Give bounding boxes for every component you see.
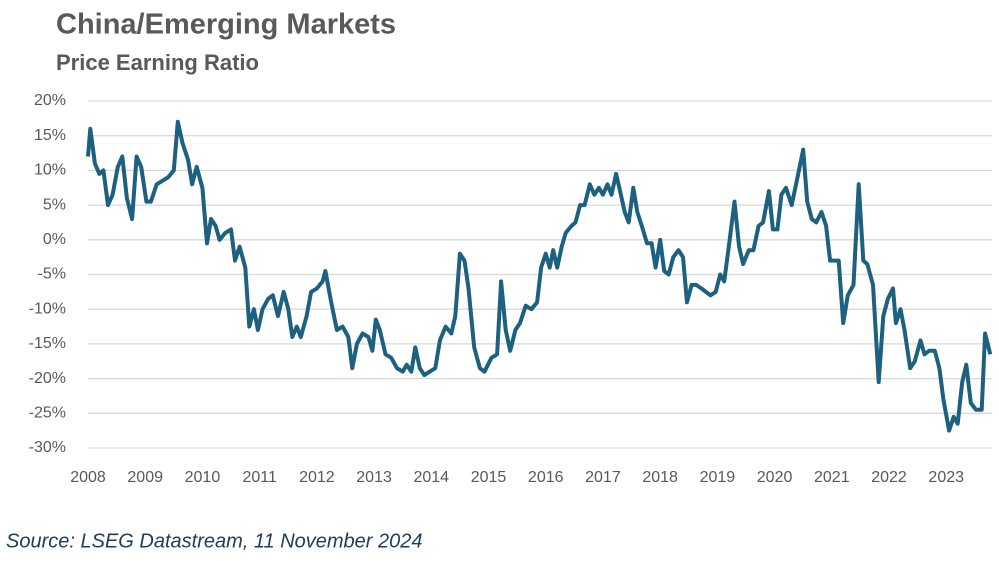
x-tick-label: 2023: [928, 469, 964, 486]
x-tick-label: 2015: [471, 469, 507, 486]
y-tick-label: -10%: [29, 300, 66, 317]
y-tick-label: 15%: [34, 127, 66, 144]
y-tick-label: -20%: [29, 370, 66, 387]
y-tick-label: 0%: [43, 231, 66, 248]
y-tick-label: 20%: [34, 92, 66, 109]
x-tick-label: 2018: [642, 469, 678, 486]
x-tick-label: 2012: [299, 469, 335, 486]
y-tick-label: -30%: [29, 439, 66, 456]
y-tick-label: 10%: [34, 162, 66, 179]
x-tick-label: 2016: [528, 469, 564, 486]
data-line: [86, 119, 993, 433]
x-tick-label: 2010: [185, 469, 221, 486]
x-tick-label: 2011: [242, 469, 277, 486]
chart-title: China/Emerging Markets: [56, 9, 396, 41]
y-tick-label: -15%: [29, 335, 66, 352]
x-tick-label: 2022: [871, 469, 907, 486]
source-note: Source: LSEG Datastream, 11 November 202…: [6, 530, 423, 552]
y-tick-label: -25%: [29, 405, 66, 422]
x-tick-label: 2013: [356, 469, 392, 486]
x-tick-label: 2014: [413, 469, 449, 486]
y-tick-label: 5%: [43, 196, 66, 213]
x-tick-label: 2021: [814, 469, 850, 486]
x-tick-label: 2009: [127, 469, 163, 486]
y-tick-label: -5%: [38, 266, 66, 283]
x-tick-label: 2008: [70, 469, 106, 486]
x-tick-label: 2019: [700, 469, 736, 486]
chart-subtitle: Price Earning Ratio: [56, 50, 259, 75]
x-tick-label: 2020: [757, 469, 793, 486]
x-tick-label: 2017: [585, 469, 621, 486]
